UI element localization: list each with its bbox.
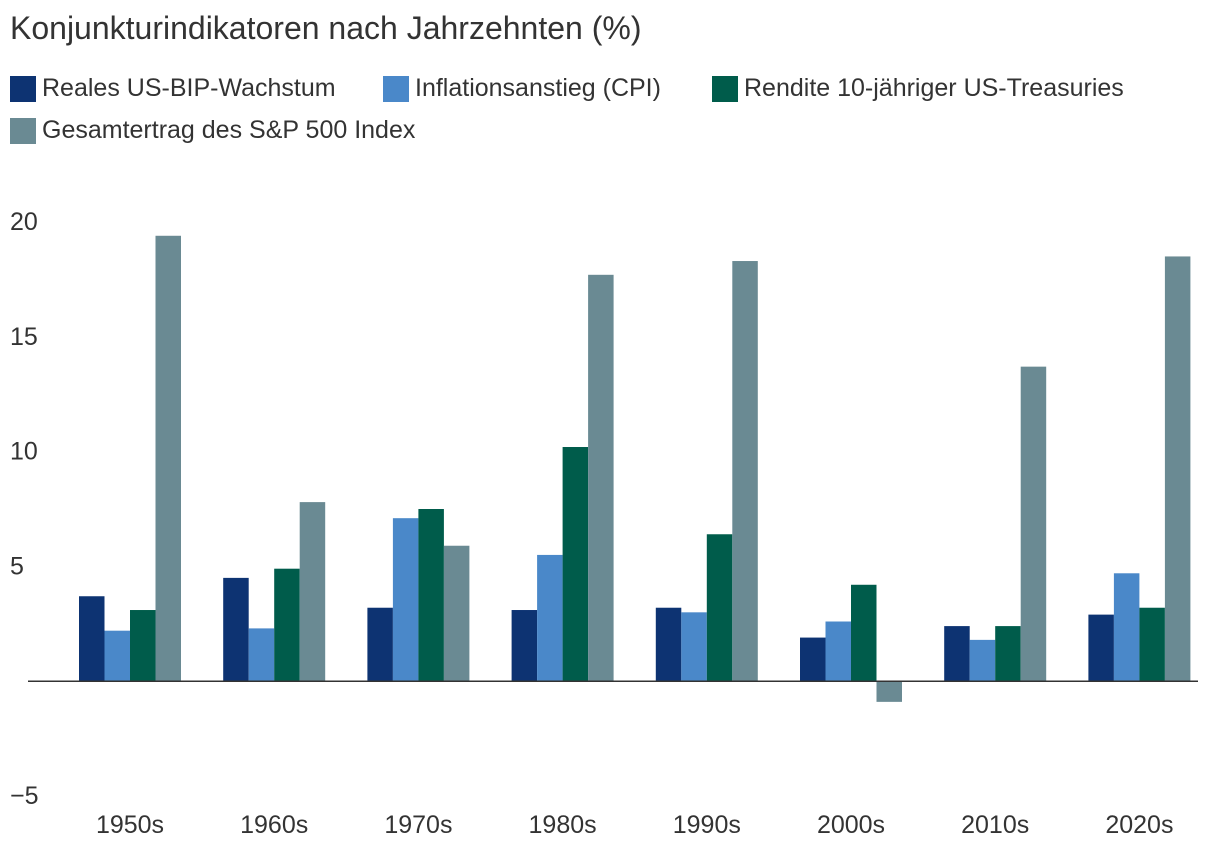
bar-cpi-2010s	[969, 639, 996, 682]
bar-sp500-2010s	[1020, 366, 1047, 682]
x-tick-label: 1980s	[529, 811, 597, 839]
bar-sp500-2000s	[876, 681, 902, 702]
y-tick-label: 15	[10, 323, 38, 351]
y-tick-label: 10	[10, 438, 38, 466]
x-tick-label: 1970s	[384, 811, 452, 839]
x-tick-label: 2010s	[961, 811, 1029, 839]
bar-gdp-2020s	[1088, 614, 1114, 682]
bar-sp500-1960s	[299, 502, 326, 682]
bar-treasury-1960s	[274, 568, 300, 682]
bar-cpi-1980s	[537, 554, 563, 682]
bar-gdp-1960s	[223, 577, 249, 682]
bar-gdp-2000s	[800, 637, 826, 682]
bar-gdp-2010s	[944, 626, 970, 682]
bar-treasury-1970s	[418, 509, 444, 682]
y-axis-ticks: 20 15 10 5 −5	[10, 208, 39, 810]
bar-sp500-1950s	[155, 235, 181, 682]
bar-treasury-1950s	[130, 610, 156, 682]
bar-treasury-2020s	[1139, 607, 1165, 682]
bar-treasury-1980s	[562, 447, 589, 682]
legend-swatch-cpi	[383, 75, 409, 102]
bar-sp500-2020s	[1164, 256, 1191, 682]
y-tick-label: 5	[10, 552, 24, 580]
y-tick-label: 20	[10, 208, 38, 236]
bar-gdp-1950s	[79, 596, 105, 682]
bar-cpi-1960s	[248, 628, 275, 682]
legend-item-sp500: Gesamtertrag des S&P 500 Index	[10, 116, 415, 145]
bar-cpi-1950s	[104, 630, 130, 682]
bar-treasury-1990s	[706, 534, 733, 682]
x-axis-ticks: 1950s 1960s 1970s 1980s 1990s 2000s 2010s 2020s	[96, 811, 1174, 839]
x-tick-label: 1950s	[96, 811, 164, 839]
x-tick-label: 2020s	[1105, 811, 1173, 839]
x-tick-label: 1960s	[240, 811, 308, 839]
y-tick-label: −5	[10, 782, 39, 810]
bar-sp500-1980s	[588, 274, 614, 682]
legend-label-gdp: Reales US-BIP-Wachstum	[42, 74, 336, 102]
bar-gdp-1970s	[367, 607, 393, 682]
legend-swatch-gdp	[10, 75, 36, 102]
x-tick-label: 2000s	[817, 811, 885, 839]
x-tick-label: 1990s	[673, 811, 741, 839]
legend-item-treasury: Rendite 10-jähriger US-Treasuries	[712, 74, 1124, 103]
bar-treasury-2010s	[995, 626, 1021, 682]
legend-label-cpi: Inflationsanstieg (CPI)	[415, 74, 661, 102]
bar-sp500-1990s	[732, 261, 758, 682]
legend-label-sp500: Gesamtertrag des S&P 500 Index	[42, 116, 416, 144]
legend-swatch-treasury	[712, 75, 738, 102]
chart-title: Konjunkturindikatoren nach Jahrzehnten (…	[10, 10, 642, 46]
bars	[79, 235, 1191, 702]
bar-gdp-1990s	[655, 607, 682, 682]
legend-item-cpi: Inflationsanstieg (CPI)	[383, 74, 661, 103]
legend-swatch-sp500	[10, 117, 36, 144]
legend-item-gdp: Reales US-BIP-Wachstum	[10, 74, 336, 103]
bar-cpi-2020s	[1113, 573, 1140, 682]
bar-cpi-1990s	[681, 612, 707, 682]
legend-label-treasury: Rendite 10-jähriger US-Treasuries	[744, 74, 1124, 102]
bar-cpi-1970s	[392, 518, 419, 682]
bar-gdp-1980s	[511, 610, 538, 682]
bar-cpi-2000s	[825, 621, 851, 682]
bar-treasury-2000s	[851, 584, 877, 682]
bar-sp500-1970s	[443, 545, 470, 682]
